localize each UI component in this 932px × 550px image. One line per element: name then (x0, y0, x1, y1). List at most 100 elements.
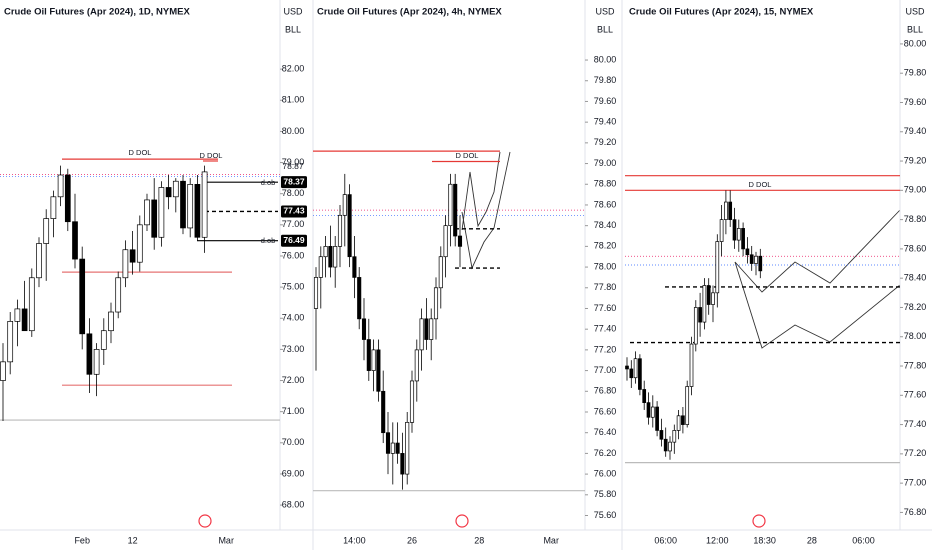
y-tick-label: 74.00 (282, 313, 305, 323)
candle-body (736, 228, 741, 241)
candle-body (745, 248, 750, 256)
price-label: 78.37 (283, 176, 305, 186)
candle-body (424, 318, 429, 340)
candle-body (672, 430, 677, 443)
chart-title: Crude Oil Futures (Apr 2024), 4h, NYMEX (317, 7, 502, 18)
candle-body (0, 361, 6, 381)
price-label-box (281, 234, 307, 247)
y-tick-label: 77.00 (282, 219, 305, 229)
y-tick-label: 75.60 (594, 510, 617, 520)
y-tick-label: 77.60 (904, 390, 927, 400)
y-tick-label: 78.40 (904, 273, 927, 283)
y-tick-label: 79.60 (594, 96, 617, 106)
price-label: 76.49 (283, 235, 305, 245)
candle-body (36, 243, 42, 279)
candle-body (443, 225, 448, 258)
y-tick-label: 79.00 (282, 157, 305, 167)
candle-body (93, 349, 100, 375)
candle-body (172, 180, 179, 198)
candle-body (741, 228, 745, 250)
y-tick-label: 77.20 (904, 448, 927, 458)
candle-body (676, 415, 681, 431)
y-tick-label: 79.40 (594, 117, 617, 127)
y-tick-label: 79.60 (904, 97, 927, 107)
y-tick-label: 75.80 (594, 489, 617, 499)
annotation: D DOL (749, 180, 772, 189)
x-tick-label: Mar (543, 535, 559, 545)
candle-body (328, 246, 333, 268)
candle-body (646, 402, 651, 418)
y-tick-label: 78.20 (594, 241, 617, 251)
y-tick-label: 76.20 (594, 448, 617, 458)
unit-label: BLL (907, 24, 923, 34)
y-tick-label: 79.00 (904, 185, 927, 195)
annotation: d.ob (261, 236, 276, 245)
y-tick-label: 79.80 (594, 75, 617, 85)
candle-body (749, 254, 754, 264)
candle-body (333, 246, 338, 268)
y-tick-label: 76.40 (594, 427, 617, 437)
candle-body (419, 318, 424, 351)
y-tick-label: 80.00 (904, 38, 927, 48)
annotation: d.ob (261, 178, 276, 187)
last-price-label: 78.87 (282, 161, 304, 171)
y-tick-label: 69.00 (282, 468, 305, 478)
x-tick-label: 26 (407, 535, 417, 545)
candle-body (352, 256, 357, 278)
unit-label: BLL (597, 24, 613, 34)
candle-body (633, 358, 638, 379)
y-tick-label: 78.80 (904, 214, 927, 224)
candle-body (86, 333, 93, 375)
y-tick-label: 77.80 (904, 360, 927, 370)
y-tick-label: 77.60 (594, 303, 617, 313)
candle-body (122, 249, 129, 279)
candle-body (732, 219, 737, 241)
y-tick-label: 77.40 (594, 324, 617, 334)
x-tick-label: 12 (128, 535, 138, 545)
candle-body (165, 187, 172, 198)
y-tick-label: 79.80 (904, 68, 927, 78)
y-tick-label: 77.80 (594, 282, 617, 292)
x-tick-label: 06:00 (654, 535, 677, 545)
y-tick-label: 78.00 (594, 261, 617, 271)
chart-title: Crude Oil Futures (Apr 2024), 15, NYMEX (629, 7, 814, 18)
replay-icon (198, 514, 212, 528)
y-tick-label: 78.80 (594, 179, 617, 189)
candle-body (381, 390, 386, 434)
candle-body (64, 174, 71, 223)
candle-body (724, 201, 728, 220)
candle-body (371, 349, 376, 371)
candle-body (201, 171, 208, 238)
candle-body (728, 201, 733, 220)
annotation: D DOL (129, 148, 152, 157)
candle-body (400, 453, 405, 475)
candle-body (706, 285, 711, 305)
candle-body (72, 221, 78, 260)
candle-body (366, 339, 371, 371)
candle-body (638, 358, 642, 390)
y-tick-label: 72.00 (282, 375, 305, 385)
candle-body (313, 277, 319, 309)
candle-body (414, 349, 419, 382)
y-tick-label: 79.20 (594, 137, 617, 147)
candle-body (323, 246, 328, 258)
currency-label: USD (905, 6, 925, 16)
price-label: 77.43 (283, 206, 305, 216)
y-tick-label: 80.00 (282, 126, 305, 136)
y-tick-label: 79.00 (594, 158, 617, 168)
projection-drawings (461, 151, 901, 349)
candle-body (14, 308, 21, 322)
candle-body (144, 199, 150, 226)
candle-body (151, 199, 158, 238)
candle-body (754, 255, 758, 264)
candle-body (100, 330, 107, 350)
candle-body (405, 421, 410, 475)
x-tick-label: 14:00 (343, 535, 366, 545)
candle-body (318, 256, 323, 278)
price-label-box (281, 205, 307, 218)
y-tick-label: 76.00 (594, 468, 617, 478)
x-tick-label: 28 (474, 535, 484, 545)
y-tick-label: 76.60 (594, 406, 617, 416)
